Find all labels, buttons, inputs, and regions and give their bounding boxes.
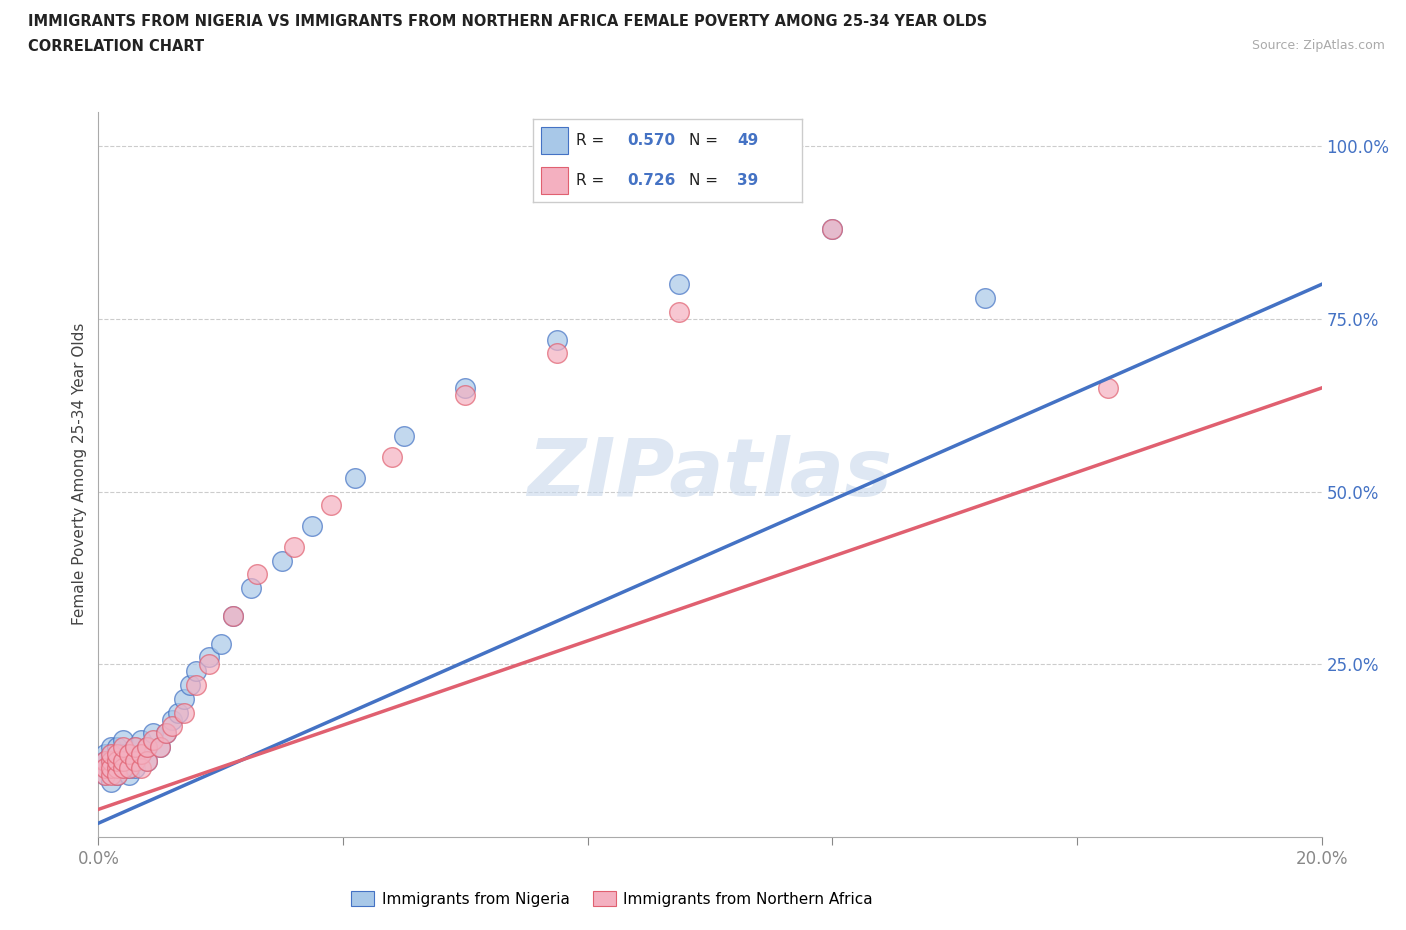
Immigrants from Nigeria	[100, 739, 122, 754]
Immigrants from Nigeria	[124, 761, 146, 776]
Immigrants from Northern Africa	[100, 747, 122, 762]
Immigrants from Northern Africa	[105, 767, 128, 782]
Immigrants from Nigeria	[93, 761, 115, 776]
Immigrants from Northern Africa	[546, 346, 568, 361]
Immigrants from Nigeria	[100, 775, 122, 790]
Immigrants from Northern Africa	[105, 747, 128, 762]
Immigrants from Northern Africa	[197, 657, 219, 671]
Text: ZIPatlas: ZIPatlas	[527, 435, 893, 513]
Immigrants from Nigeria	[111, 753, 134, 768]
Immigrants from Northern Africa	[283, 539, 305, 554]
Immigrants from Nigeria	[105, 767, 128, 782]
Immigrants from Northern Africa	[124, 753, 146, 768]
Immigrants from Nigeria	[111, 747, 134, 762]
Immigrants from Nigeria	[301, 519, 323, 534]
Immigrants from Nigeria	[105, 753, 128, 768]
Immigrants from Nigeria	[668, 277, 690, 292]
Immigrants from Nigeria	[105, 761, 128, 776]
Immigrants from Northern Africa	[246, 567, 269, 582]
Immigrants from Northern Africa	[118, 761, 141, 776]
Immigrants from Nigeria	[160, 712, 183, 727]
Immigrants from Northern Africa	[186, 678, 208, 693]
Immigrants from Nigeria	[129, 733, 152, 748]
Immigrants from Northern Africa	[111, 739, 134, 754]
Immigrants from Nigeria	[100, 761, 122, 776]
Immigrants from Nigeria	[124, 753, 146, 768]
Immigrants from Northern Africa	[319, 498, 342, 512]
Immigrants from Nigeria	[118, 747, 141, 762]
Immigrants from Nigeria	[111, 761, 134, 776]
Text: IMMIGRANTS FROM NIGERIA VS IMMIGRANTS FROM NORTHERN AFRICA FEMALE POVERTY AMONG : IMMIGRANTS FROM NIGERIA VS IMMIGRANTS FR…	[28, 14, 987, 29]
Immigrants from Nigeria	[186, 664, 208, 679]
Immigrants from Northern Africa	[454, 388, 477, 403]
Immigrants from Nigeria	[179, 678, 201, 693]
Immigrants from Nigeria	[222, 608, 245, 623]
Immigrants from Nigeria	[100, 747, 122, 762]
Immigrants from Nigeria	[105, 739, 128, 754]
Immigrants from Northern Africa	[136, 739, 159, 754]
Immigrants from Northern Africa	[149, 739, 172, 754]
Immigrants from Northern Africa	[668, 304, 690, 319]
Immigrants from Nigeria	[93, 747, 115, 762]
Immigrants from Northern Africa	[111, 761, 134, 776]
Immigrants from Northern Africa	[222, 608, 245, 623]
Immigrants from Nigeria	[93, 753, 115, 768]
Immigrants from Nigeria	[136, 739, 159, 754]
Text: Source: ZipAtlas.com: Source: ZipAtlas.com	[1251, 39, 1385, 52]
Immigrants from Northern Africa	[93, 761, 115, 776]
Immigrants from Nigeria	[197, 650, 219, 665]
Text: CORRELATION CHART: CORRELATION CHART	[28, 39, 204, 54]
Immigrants from Northern Africa	[124, 739, 146, 754]
Immigrants from Nigeria	[167, 705, 190, 720]
Immigrants from Northern Africa	[100, 767, 122, 782]
Immigrants from Nigeria	[974, 291, 997, 306]
Immigrants from Northern Africa	[160, 719, 183, 734]
Immigrants from Northern Africa	[129, 761, 152, 776]
Immigrants from Northern Africa	[821, 221, 844, 236]
Immigrants from Nigeria	[209, 636, 232, 651]
Immigrants from Nigeria	[173, 691, 195, 706]
Immigrants from Nigeria	[118, 753, 141, 768]
Immigrants from Nigeria	[149, 739, 172, 754]
Immigrants from Northern Africa	[93, 753, 115, 768]
Immigrants from Nigeria	[136, 753, 159, 768]
Immigrants from Northern Africa	[105, 753, 128, 768]
Immigrants from Nigeria	[118, 767, 141, 782]
Immigrants from Northern Africa	[100, 753, 122, 768]
Immigrants from Nigeria	[454, 380, 477, 395]
Immigrants from Northern Africa	[105, 761, 128, 776]
Immigrants from Nigeria	[111, 733, 134, 748]
Immigrants from Northern Africa	[100, 761, 122, 776]
Immigrants from Nigeria	[821, 221, 844, 236]
Immigrants from Northern Africa	[1097, 380, 1119, 395]
Immigrants from Nigeria	[270, 553, 292, 568]
Legend: Immigrants from Nigeria, Immigrants from Northern Africa: Immigrants from Nigeria, Immigrants from…	[346, 884, 879, 912]
Immigrants from Northern Africa	[136, 753, 159, 768]
Immigrants from Northern Africa	[129, 747, 152, 762]
Immigrants from Nigeria	[118, 761, 141, 776]
Immigrants from Nigeria	[93, 767, 115, 782]
Immigrants from Northern Africa	[142, 733, 165, 748]
Immigrants from Northern Africa	[381, 449, 404, 464]
Y-axis label: Female Poverty Among 25-34 Year Olds: Female Poverty Among 25-34 Year Olds	[72, 323, 87, 626]
Immigrants from Northern Africa	[118, 747, 141, 762]
Immigrants from Nigeria	[129, 747, 152, 762]
Immigrants from Nigeria	[546, 332, 568, 347]
Immigrants from Northern Africa	[173, 705, 195, 720]
Immigrants from Northern Africa	[111, 753, 134, 768]
Immigrants from Nigeria	[392, 429, 416, 444]
Immigrants from Nigeria	[344, 471, 367, 485]
Immigrants from Nigeria	[100, 753, 122, 768]
Immigrants from Nigeria	[124, 739, 146, 754]
Immigrants from Nigeria	[142, 726, 165, 741]
Immigrants from Northern Africa	[155, 726, 177, 741]
Immigrants from Northern Africa	[93, 767, 115, 782]
Immigrants from Nigeria	[155, 726, 177, 741]
Immigrants from Nigeria	[240, 581, 263, 596]
